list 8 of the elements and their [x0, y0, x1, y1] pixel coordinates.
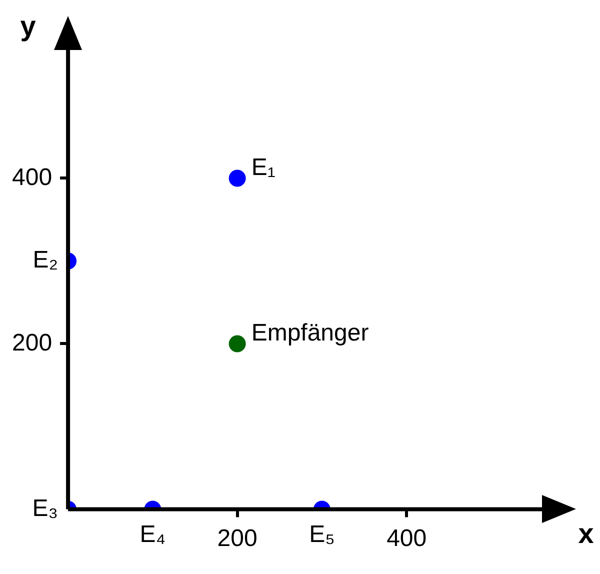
annotation: E₂ — [32, 246, 58, 274]
annotation: Empfänger — [251, 319, 369, 346]
annotation: E₄ — [140, 520, 166, 548]
x-axis-title: x — [578, 518, 594, 549]
y-axis-title: y — [20, 10, 36, 42]
annotation: E₁ — [251, 154, 276, 181]
annotation: E₅ — [309, 520, 335, 548]
annotation: E₃ — [32, 494, 58, 522]
